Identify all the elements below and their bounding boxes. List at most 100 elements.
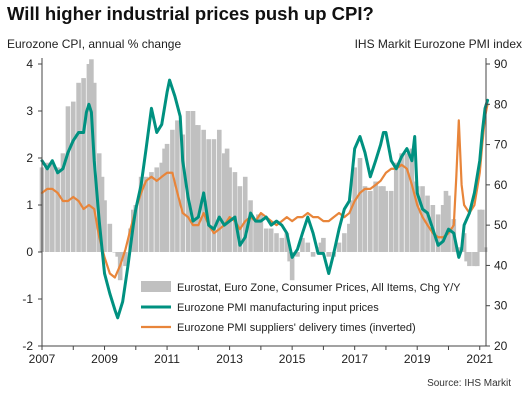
cpi-bar	[221, 153, 227, 252]
cpi-bar	[232, 172, 238, 252]
cpi-bar	[162, 148, 167, 252]
cpi-bar	[175, 120, 180, 253]
cpi-bar	[180, 134, 185, 252]
cpi-bar	[440, 205, 446, 252]
cpi-bar	[284, 233, 290, 252]
cpi-bar	[164, 143, 170, 252]
cpi-bar	[352, 167, 357, 252]
right-tick-label: 30	[494, 299, 508, 313]
left-tick-label: 4	[26, 57, 33, 71]
cpi-bar	[96, 153, 102, 252]
cpi-bar	[310, 252, 316, 257]
cpi-bar	[482, 247, 488, 252]
cpi-bar	[123, 252, 128, 267]
cpi-bar	[138, 176, 144, 252]
cpi-bar	[86, 64, 92, 252]
cpi-bar	[409, 148, 415, 252]
cpi-bar	[357, 158, 363, 252]
cpi-bar	[143, 176, 149, 252]
cpi-bar	[435, 214, 441, 252]
cpi-bar	[326, 252, 332, 257]
cpi-bar	[461, 233, 467, 252]
cpi-bar	[274, 233, 279, 252]
cpi-bar	[347, 223, 352, 252]
cpi-bar	[474, 252, 480, 267]
pmi-line-series	[40, 78, 490, 320]
right-tick-label: 50	[494, 218, 508, 232]
cpi-bar	[412, 181, 418, 252]
cpi-bar	[201, 129, 206, 252]
cpi-bar	[211, 139, 217, 252]
right-tick-label: 80	[494, 97, 508, 111]
cpi-bar	[349, 200, 355, 252]
cpi-bar	[185, 111, 191, 252]
cpi-bar	[159, 162, 165, 252]
cpi-bar	[393, 162, 399, 252]
cpi-bar	[50, 162, 55, 252]
x-tick-label: 2011	[154, 352, 180, 366]
right-tick-label: 90	[494, 57, 508, 71]
cpi-bar	[479, 209, 485, 252]
cpi-bar	[279, 237, 285, 252]
cpi-bar	[196, 125, 201, 252]
cpi-bar	[378, 186, 383, 252]
cpi-bar	[472, 252, 477, 267]
cpi-bar	[227, 167, 232, 252]
cpi-bar	[253, 219, 258, 252]
left-tick-label: 1	[26, 198, 33, 212]
cpi-bar	[399, 153, 404, 252]
cpi-bar	[190, 111, 196, 252]
legend-label-delivery-times: Eurozone PMI suppliers' delivery times (…	[177, 322, 416, 334]
cpi-bar	[295, 252, 300, 257]
cpi-bar	[336, 242, 342, 252]
left-tick-label: 2	[26, 151, 33, 165]
cpi-bar	[55, 167, 60, 252]
cpi-bar	[368, 190, 373, 252]
cpi-bar	[99, 176, 105, 252]
cpi-bar	[81, 78, 86, 252]
cpi-bar	[154, 167, 160, 252]
cpi-bar	[76, 82, 81, 252]
left-axis-label: Eurozone CPI, annual % change	[7, 37, 182, 51]
cpi-bar	[446, 195, 451, 252]
left-tick-label: -1	[22, 292, 33, 306]
legend-label-cpi: Eurostat, Euro Zone, Consumer Prices, Al…	[177, 282, 461, 294]
cpi-bar	[242, 176, 248, 252]
cpi-bar	[170, 129, 175, 252]
x-tick-label: 2019	[404, 352, 431, 366]
cpi-bar	[373, 181, 378, 252]
x-tick-label: 2015	[279, 352, 306, 366]
cpi-bar	[289, 252, 295, 281]
cpi-bar	[45, 162, 50, 252]
chart-title: Will higher industrial prices push up CP…	[7, 3, 374, 24]
cpi-bar	[237, 186, 243, 252]
source-note: Source: IHS Markit	[427, 378, 511, 389]
x-tick-label: 2007	[29, 352, 56, 366]
cpi-bar	[216, 129, 222, 252]
left-tick-label: 3	[26, 104, 33, 118]
cpi-bar	[388, 190, 394, 252]
cpi-bar	[464, 252, 469, 262]
cpi-bar	[206, 139, 211, 252]
cpi-bar	[342, 233, 347, 252]
cpi-bar	[224, 148, 230, 252]
right-tick-label: 60	[494, 178, 508, 192]
cpi-bar	[107, 223, 113, 252]
cpi-bar	[258, 214, 264, 252]
chart-legend: Eurostat, Euro Zone, Consumer Prices, Al…	[141, 281, 461, 334]
cpi-bar	[404, 153, 410, 252]
right-axis-label: IHS Markit Eurozone PMI index	[354, 37, 522, 51]
cpi-bar	[133, 205, 139, 252]
cpi-bar	[318, 242, 324, 252]
cpi-bar	[305, 242, 311, 252]
cpi-bar	[248, 200, 253, 252]
right-tick-label: 40	[494, 258, 508, 272]
cpi-bar	[112, 252, 118, 253]
input-prices-line	[40, 78, 490, 320]
cpi-bar	[268, 228, 274, 252]
cpi-bar	[60, 153, 66, 252]
cpi-bar	[193, 125, 199, 252]
chart-axes: -2 -1 0 1 2 3 4 20 30 40 50 60 70 80 90 2007 2009 2011 201…	[22, 57, 507, 366]
cpi-bar	[149, 172, 154, 252]
cpi-bar	[321, 237, 326, 252]
